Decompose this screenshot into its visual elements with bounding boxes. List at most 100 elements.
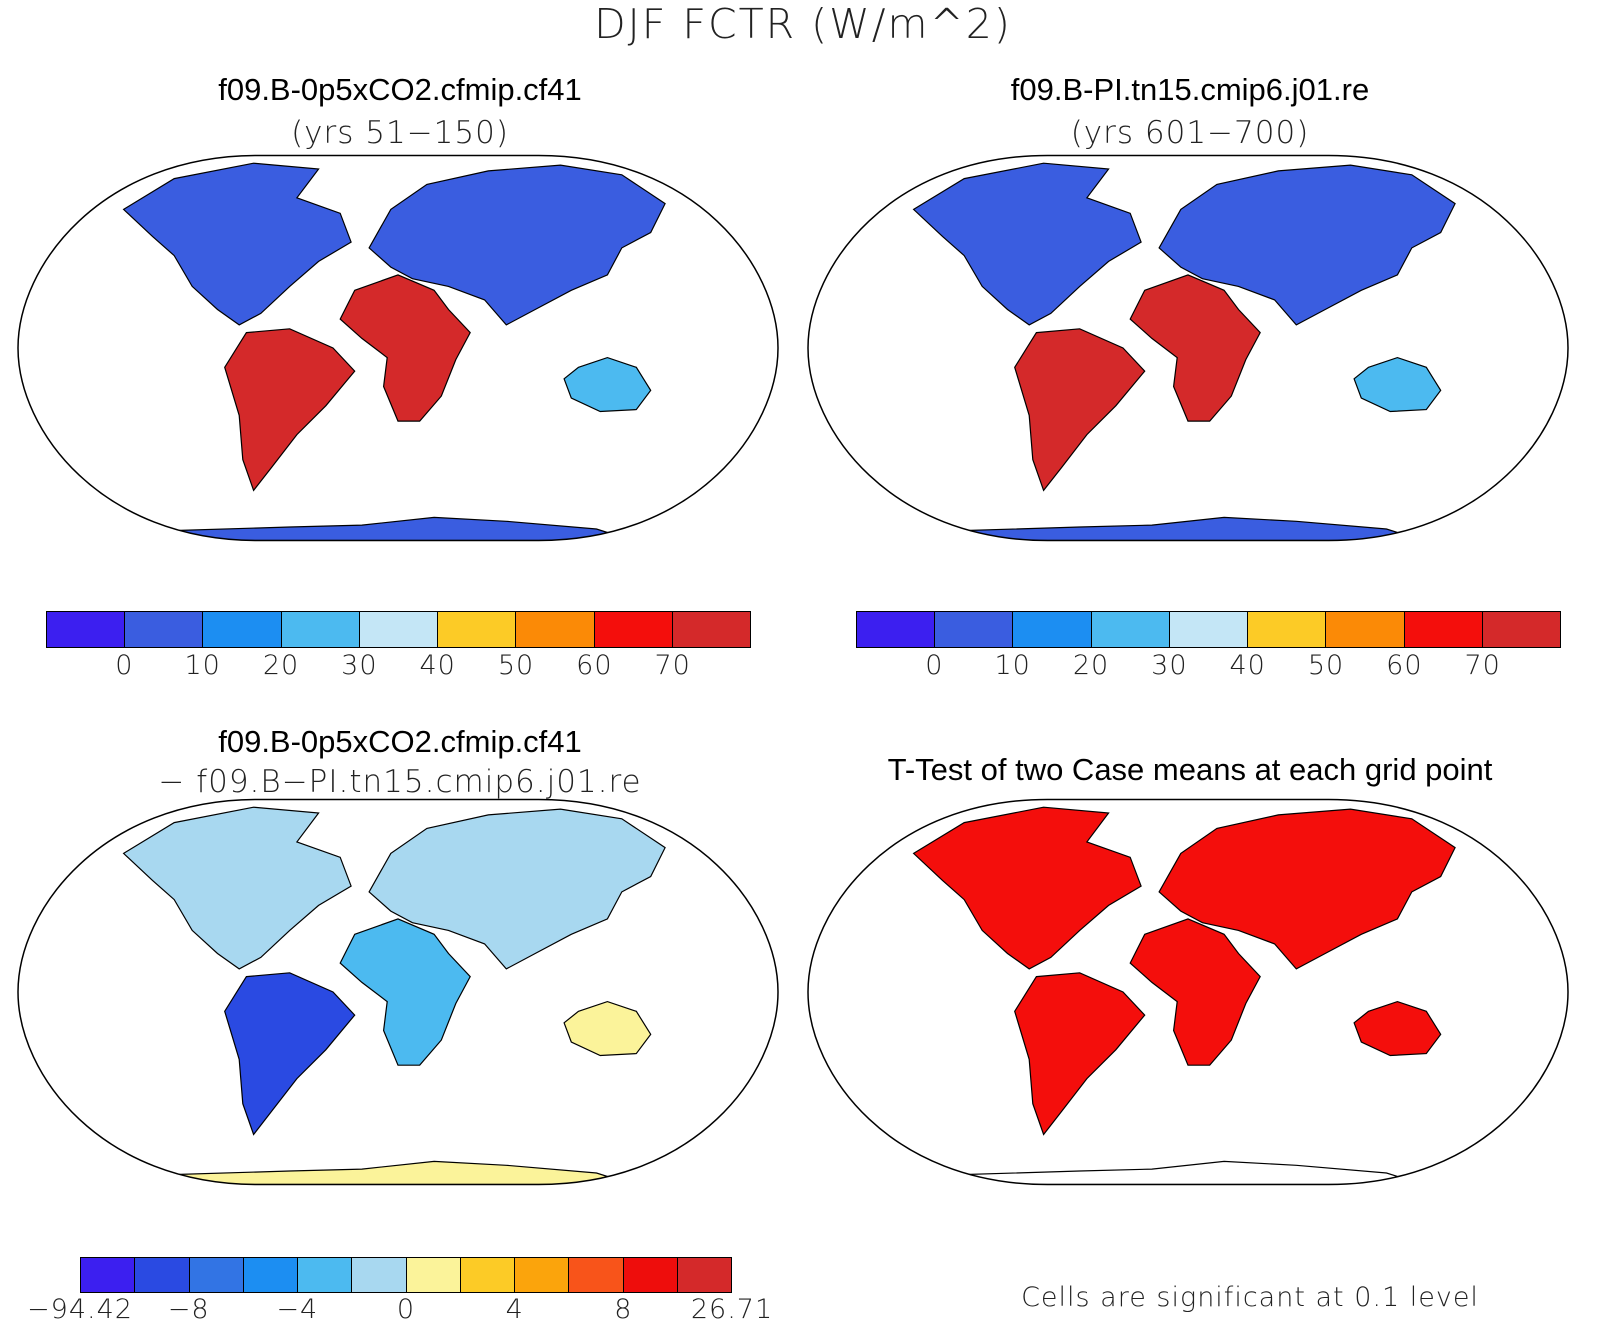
colorbar-tick-label: 70 [1464,650,1501,681]
colorbar-swatch [1169,612,1249,647]
colorbar-tick-label: −4 [276,1294,319,1325]
colorbar-tick-label: 60 [1386,650,1423,681]
colorbar-tick-label: 0 [396,1294,416,1325]
colorbar-swatch [189,1258,244,1292]
colorbar-tick-label: 20 [1072,650,1110,681]
colorbar-swatch [569,1258,624,1292]
panel-4-africa [1129,918,1261,1066]
colorbar-swatch [352,1258,407,1292]
colorbar-swatch [359,612,439,647]
colorbar-swatch [672,612,750,647]
colorbar-swatch [203,612,282,647]
panel-4-eurasia [1158,808,1456,970]
colorbar-tick-label: 10 [184,650,221,681]
panel-4-title: T-Test of two Case means at each grid po… [887,752,1493,787]
panel-2-africa [1129,274,1261,422]
panel-3-eurasia [368,808,666,970]
panel-3-africa [339,918,471,1066]
panel-4-antarctica [951,1160,1423,1185]
colorbar-swatch [1482,612,1560,647]
colorbar-swatch [516,612,595,647]
colorbar-tick-label: 70 [654,650,691,681]
colorbar-tick-label: 4 [505,1294,524,1325]
colorbar-swatch [281,612,360,647]
panel-4-land [912,806,1456,1185]
colorbar-swatch [243,1258,298,1292]
colorbar-tick-label: 0 [925,650,944,681]
panel-1-southAmerica [224,328,356,492]
colorbar-tick-label: 30 [1151,650,1188,681]
colorbar-swatch [1248,612,1327,647]
colorbar-tick-label: 0 [115,650,134,681]
colorbar-swatch [857,612,936,647]
colorbar-tick-label: 50 [1307,650,1345,681]
panel-2-subtitle: (yrs 601−700) [1070,115,1310,151]
colorbar-swatch [125,612,204,647]
figure-title: DJF FCTR (W/m^2) [594,0,1012,48]
panel-3-subtitle: − f09.B−PI.tn15.cmip6.j01.re [158,764,642,800]
panel-3-antarctica [161,1160,633,1185]
panel-3-colorbar-ticks: −94.42 −8 −4 0 4 8 26.71 [0,1294,800,1327]
colorbar-tick-label: −94.42 [27,1294,133,1325]
panel-3-colorbar [80,1257,732,1293]
significance-note: Cells are significant at 0.1 level [1021,1282,1479,1313]
panel-3-australia [563,1000,652,1057]
panel-2-australia [1353,356,1442,413]
panel-1-australia [563,356,652,413]
panel-1-title: f09.B-0p5xCO2.cfmip.cf41 [218,72,582,107]
panel-3-northAmerica [122,806,352,970]
colorbar-tick-label: 30 [341,650,378,681]
panel-2-frame [807,154,1569,542]
colorbar-swatch [460,1258,515,1292]
colorbar-swatch [438,612,517,647]
colorbar-tick-label: 20 [262,650,300,681]
colorbar-swatch [1013,612,1092,647]
panel-3-frame [17,798,779,1186]
colorbar-swatch [135,1258,190,1292]
colorbar-tick-label: 8 [614,1294,633,1325]
colorbar-tick-label: 40 [1229,650,1266,681]
colorbar-swatch [81,1258,136,1292]
colorbar-tick-label: 40 [419,650,456,681]
panel-3-land [122,806,666,1185]
panel-1-subtitle: (yrs 51−150) [291,115,509,151]
colorbar-tick-label: 26.71 [690,1294,774,1325]
panel-4-southAmerica [1014,972,1146,1136]
colorbar-swatch [1091,612,1170,647]
panel-2-land [912,162,1456,541]
colorbar-tick-label: 50 [497,650,535,681]
colorbar-tick-label: 10 [994,650,1031,681]
panel-2-title: f09.B-PI.tn15.cmip6.j01.re [1010,72,1370,107]
panel-2-northAmerica [912,162,1142,326]
panel-1-frame [17,154,779,542]
panel-2-colorbar-ticks: 0 10 20 30 40 50 60 70 [0,650,1606,690]
colorbar-swatch [298,1258,353,1292]
panel-2-eurasia [1158,164,1456,326]
colorbar-tick-label: 60 [576,650,613,681]
colorbar-swatch [515,1258,570,1292]
panel-4-australia [1353,1000,1442,1057]
panel-1-colorbar [46,611,751,648]
colorbar-swatch [406,1258,461,1292]
panel-3-southAmerica [224,972,356,1136]
panel-1-colorbar-ticks: 0 10 20 30 40 50 60 70 [0,650,800,690]
panel-2-colorbar [856,611,1561,648]
panel-2-southAmerica [1014,328,1146,492]
panel-4-northAmerica [912,806,1142,970]
colorbar-swatch [594,612,673,647]
panel-1-antarctica [161,516,633,541]
panel-1-land [122,162,666,541]
colorbar-swatch [1404,612,1483,647]
panel-2-antarctica [951,516,1423,541]
colorbar-swatch [47,612,126,647]
colorbar-tick-label: −8 [167,1294,210,1325]
colorbar-swatch [935,612,1014,647]
panel-4-frame [807,798,1569,1186]
colorbar-swatch [623,1258,678,1292]
panel-3-title: f09.B-0p5xCO2.cfmip.cf41 [218,724,582,759]
panel-1-eurasia [368,164,666,326]
